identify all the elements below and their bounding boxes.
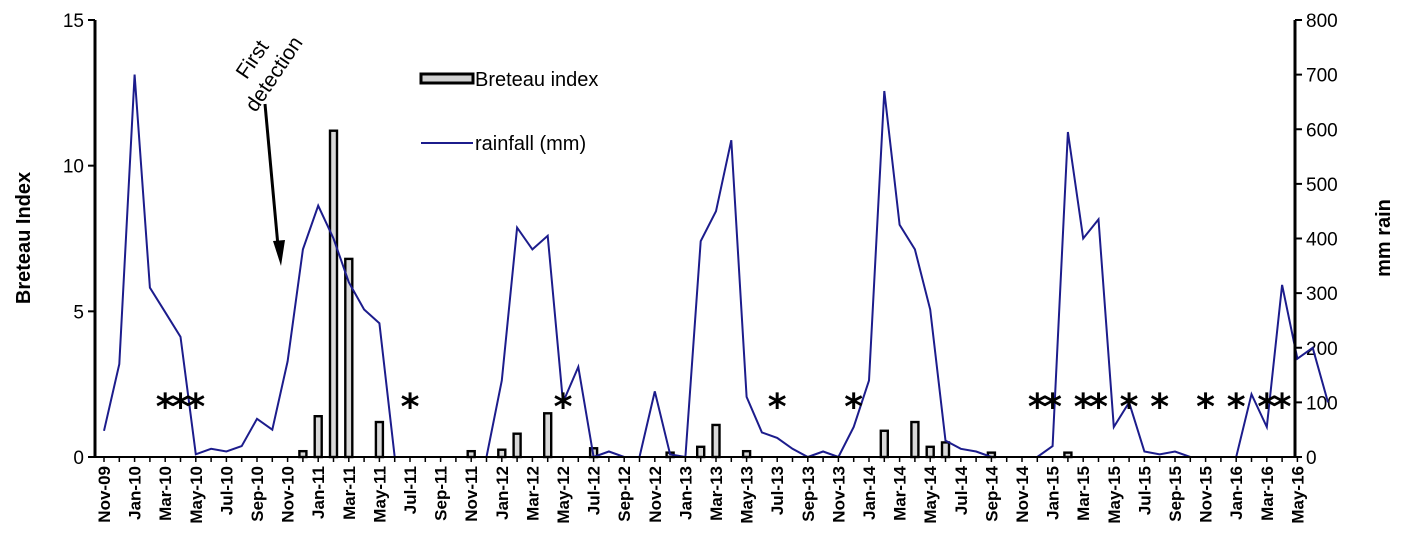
star-marker: * xyxy=(186,387,205,428)
left-tick-label: 0 xyxy=(73,448,84,469)
line-series xyxy=(103,74,1329,459)
first-detection-arrow-shaft xyxy=(263,103,280,247)
star-marker: * xyxy=(1196,387,1215,428)
x-tick-label: Nov-09 xyxy=(95,466,114,523)
star-marker: * xyxy=(1273,387,1292,428)
x-tick-label: Mar-13 xyxy=(707,466,726,521)
x-tick-label: Jul-12 xyxy=(585,466,604,515)
x-tick-label: Jan-16 xyxy=(1227,466,1246,520)
x-tick-label: May-16 xyxy=(1288,466,1307,524)
breteau-bar xyxy=(497,448,507,459)
x-tick-label: Jan-11 xyxy=(309,466,328,519)
x-tick-label: Jul-10 xyxy=(217,466,236,515)
x-tick-label: Jan-15 xyxy=(1044,466,1063,520)
star-marker: * xyxy=(1227,387,1246,428)
x-tick-label: Nov-15 xyxy=(1197,466,1216,523)
x-tick-label: Sep-11 xyxy=(432,466,451,521)
x-tick-label: Mar-14 xyxy=(891,465,910,520)
x-tick-label: Sep-12 xyxy=(615,466,634,522)
right-tick-label: 400 xyxy=(1306,230,1338,251)
right-tick-label: 300 xyxy=(1306,284,1338,305)
legend-bar-swatch xyxy=(419,72,475,85)
x-tick-label: Jul-14 xyxy=(952,465,971,515)
right-axis-label: mm rain xyxy=(1373,199,1395,277)
x-tick-label: Nov-14 xyxy=(1013,465,1032,522)
breteau-bar xyxy=(313,415,323,459)
left-tick-label: 15 xyxy=(63,11,84,32)
x-tick-label: May-15 xyxy=(1105,466,1124,524)
right-tick-label: 600 xyxy=(1306,120,1338,141)
x-tick-label: Sep-15 xyxy=(1166,466,1185,522)
star-marker: * xyxy=(1089,387,1108,428)
breteau-bar xyxy=(512,432,522,459)
star-marker: * xyxy=(401,387,420,428)
x-tick-label: May-13 xyxy=(738,466,757,524)
breteau-bar xyxy=(925,445,935,459)
left-tick-label: 10 xyxy=(63,157,84,178)
x-tick-label: Mar-10 xyxy=(156,466,175,521)
first-detection-arrowhead xyxy=(273,240,285,266)
x-tick-label: Nov-12 xyxy=(646,466,665,523)
legend-line-label: rainfall (mm) xyxy=(475,133,586,155)
x-tick-label: Sep-10 xyxy=(248,466,267,522)
x-tick-label: May-14 xyxy=(921,465,940,523)
star-marker: * xyxy=(1074,387,1093,428)
x-tick-label: Jan-13 xyxy=(676,466,695,520)
x-tick-label: Jul-15 xyxy=(1135,466,1154,515)
star-marker: * xyxy=(844,387,863,428)
star-marker: * xyxy=(171,387,190,428)
breteau-bar xyxy=(328,129,339,459)
x-tick-label: May-10 xyxy=(187,466,206,524)
legend: Breteau index rainfall (mm) xyxy=(419,69,598,155)
left-axis-label: Breteau Index xyxy=(13,172,35,304)
x-tick-label: Jan-10 xyxy=(126,466,145,520)
first-detection-annotation: First detection xyxy=(232,32,308,116)
star-marker: * xyxy=(1043,387,1062,428)
breteau-bar xyxy=(940,441,951,459)
x-tick-label: Mar-12 xyxy=(523,466,542,521)
x-tick-label: Jan-14 xyxy=(860,465,879,519)
star-marker: * xyxy=(1257,387,1276,428)
x-tick-label: Sep-14 xyxy=(982,465,1001,521)
x-tick-label: Mar-11 xyxy=(340,466,359,520)
star-marker: * xyxy=(554,387,573,428)
star-marker: * xyxy=(1150,387,1169,428)
right-tick-label: 500 xyxy=(1306,175,1338,196)
right-tick-label: 700 xyxy=(1306,66,1338,87)
star-marker: * xyxy=(1028,387,1047,428)
x-tick-label: Nov-13 xyxy=(829,466,848,523)
breteau-bar xyxy=(879,429,889,459)
star-marker: * xyxy=(1120,387,1139,428)
x-tick-label: Nov-10 xyxy=(279,466,298,523)
x-tick-label: Nov-11 xyxy=(462,466,481,522)
x-tick-label: May-12 xyxy=(554,466,573,524)
breteau-bar xyxy=(696,445,706,459)
x-tick-label: Mar-15 xyxy=(1074,466,1093,521)
star-marker: * xyxy=(156,387,175,428)
stars: *** * * * * ** ** * * * * ** xyxy=(156,387,1292,428)
right-tick-label: 800 xyxy=(1306,11,1338,32)
left-axis-ticks: 0 5 10 15 xyxy=(63,11,95,469)
breteau-bar xyxy=(374,420,385,459)
x-tick-label: May-11 xyxy=(370,466,389,523)
x-tick-label: Jul-13 xyxy=(768,466,787,515)
breteau-bar xyxy=(543,412,553,459)
rainfall-line xyxy=(103,74,1329,459)
x-tick-label: Jan-12 xyxy=(493,466,512,520)
right-tick-label: 0 xyxy=(1306,448,1317,469)
breteau-bar xyxy=(910,420,920,459)
breteau-bar xyxy=(711,423,721,459)
x-tick-label: Sep-13 xyxy=(799,466,818,522)
left-tick-label: 5 xyxy=(73,302,84,323)
star-marker: * xyxy=(768,387,787,428)
x-axis-ticks: Nov-09 Jan-10 Mar-10 May-10 Jul-10 Sep-10 Nov-… xyxy=(95,457,1307,524)
legend-bar-label: Breteau index xyxy=(475,69,598,91)
x-tick-label: Mar-16 xyxy=(1258,466,1277,521)
right-tick-label: 100 xyxy=(1306,393,1338,414)
x-tick-label: Jul-11 xyxy=(401,466,420,514)
